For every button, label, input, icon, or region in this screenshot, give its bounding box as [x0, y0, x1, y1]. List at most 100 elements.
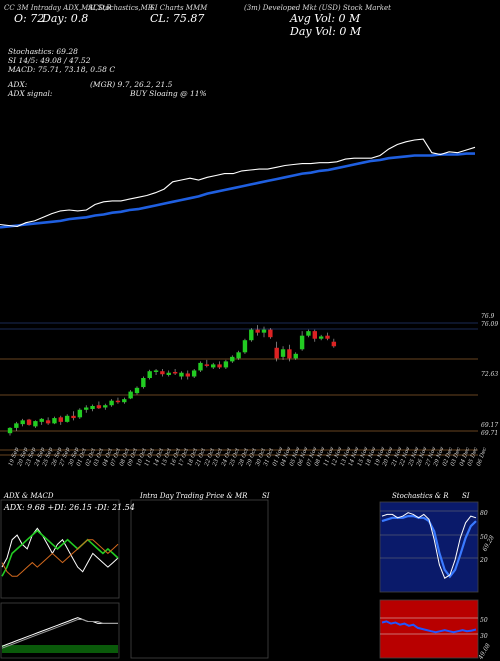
average-line	[0, 152, 475, 229]
candle-body	[236, 352, 241, 359]
candle-body	[134, 387, 140, 394]
candle-body	[280, 349, 286, 357]
candle-body	[103, 405, 108, 408]
candle-body	[14, 423, 19, 428]
candle-body	[191, 370, 197, 377]
close-label: CL: 75.87	[150, 12, 205, 25]
stoch-readout: Stochastics: 69.28	[8, 47, 78, 56]
candle-body	[115, 400, 121, 403]
header-indicators: SI,Stochastics,MR	[88, 4, 154, 12]
candle-body	[7, 427, 13, 434]
day-label: Day: 0.8	[42, 12, 89, 25]
candle-body	[122, 399, 127, 403]
stoch-level-20: 20	[480, 557, 488, 564]
candle-body	[230, 356, 235, 362]
rsi-frame	[379, 599, 479, 659]
candle-body	[261, 329, 267, 333]
candle-body	[185, 373, 190, 377]
header-symbol: SI Charts MMM	[150, 4, 208, 12]
adx-line	[1, 527, 119, 573]
candle-body	[71, 415, 76, 419]
adx-frame	[0, 499, 120, 599]
plus-di-line	[1, 529, 119, 577]
price-label-1: 76.9	[481, 313, 495, 320]
candle-body	[198, 362, 203, 371]
price-gridlines	[0, 322, 478, 456]
upper-line-group	[0, 138, 476, 229]
candle-body	[166, 372, 171, 375]
candle-body	[179, 372, 184, 377]
candle-body	[39, 418, 44, 422]
candle-body	[331, 341, 337, 347]
macd-frame	[0, 602, 120, 659]
candle-body	[274, 347, 279, 359]
mr-frame	[130, 499, 269, 659]
rsi-line	[381, 620, 477, 634]
candle-body	[160, 371, 165, 375]
price-line	[0, 138, 476, 227]
candle-body	[268, 329, 273, 338]
adx-values: (MGR) 9.7, 26.2, 21.5	[90, 80, 173, 89]
open-label: O: 72	[14, 12, 45, 25]
mr-panel-title: Intra Day Trading Price & MR	[140, 492, 248, 500]
day-vol-label: Day Vol: 0 M	[290, 25, 362, 38]
mr-panel-group	[130, 499, 269, 659]
price-label-2: 76.09	[481, 321, 499, 328]
candle-body	[147, 371, 152, 379]
candle-body	[211, 364, 216, 368]
price-label-5: 69.71	[481, 430, 499, 437]
candle-body	[58, 417, 63, 422]
price-label-3: 72.63	[481, 371, 499, 378]
candle-body	[217, 364, 222, 368]
candle-body	[20, 420, 25, 425]
candle-body	[306, 331, 311, 336]
candle-body	[325, 335, 330, 339]
macd-line	[1, 617, 118, 647]
candle-body	[287, 349, 292, 359]
stoch-panel-group	[379, 501, 479, 659]
candle-body	[318, 336, 324, 339]
candle-body	[242, 340, 248, 353]
candle-body	[141, 378, 146, 388]
signal-line	[1, 619, 118, 649]
adx-signal-value: BUY Sloaing @ 11%	[130, 89, 207, 98]
candle-body	[26, 419, 32, 425]
mr-panel-si: SI	[262, 492, 270, 500]
candle-body	[33, 421, 38, 427]
candle-body	[299, 335, 305, 350]
candle-body	[77, 409, 83, 418]
candle-body	[312, 331, 317, 339]
avg-vol-label: Avg Vol: 0 M	[290, 12, 361, 25]
candle-body	[172, 371, 178, 374]
candle-body	[128, 391, 133, 399]
header-market: (3m) Developed Mkt (USD) Stock Market	[244, 4, 391, 12]
candle-body	[293, 353, 298, 359]
candle-body	[96, 405, 102, 409]
adx-panel-group	[0, 499, 120, 659]
macd-readout: MACD: 75.71, 73.18, 0.58 C	[8, 65, 116, 74]
candle-body	[204, 364, 210, 366]
stoch-k-line	[381, 512, 477, 579]
candle-body	[249, 329, 254, 341]
candle-body	[84, 407, 89, 410]
minus-di-line	[1, 539, 119, 577]
stoch-level-50: 50	[480, 534, 488, 541]
stoch-panel-si: SI	[462, 492, 470, 500]
candle-body	[109, 400, 114, 406]
adx-signal-label: ADX signal:	[8, 89, 53, 98]
candle-body	[52, 418, 57, 424]
rsi-level-50: 50	[480, 617, 488, 624]
stoch-panel-title: Stochastics & R	[392, 492, 449, 500]
candlestick-group	[7, 325, 337, 436]
candle-body	[64, 415, 70, 422]
stoch-level-80: 80	[480, 510, 488, 517]
adx-panel-title: ADX & MACD	[4, 492, 54, 500]
header-title: CC 3M Intraday ADX,MACD,R	[4, 4, 112, 12]
adx-panel-readout: ADX: 9.68 +DI: 26.15 -DI: 21.54	[4, 503, 135, 512]
rsi-readout: SI 14/5: 49.08 / 47.52	[8, 56, 91, 65]
price-label-4: 69.17	[481, 422, 499, 429]
candle-body	[223, 361, 229, 368]
candle-body	[45, 420, 51, 424]
rsi-level-30: 30	[480, 633, 488, 640]
